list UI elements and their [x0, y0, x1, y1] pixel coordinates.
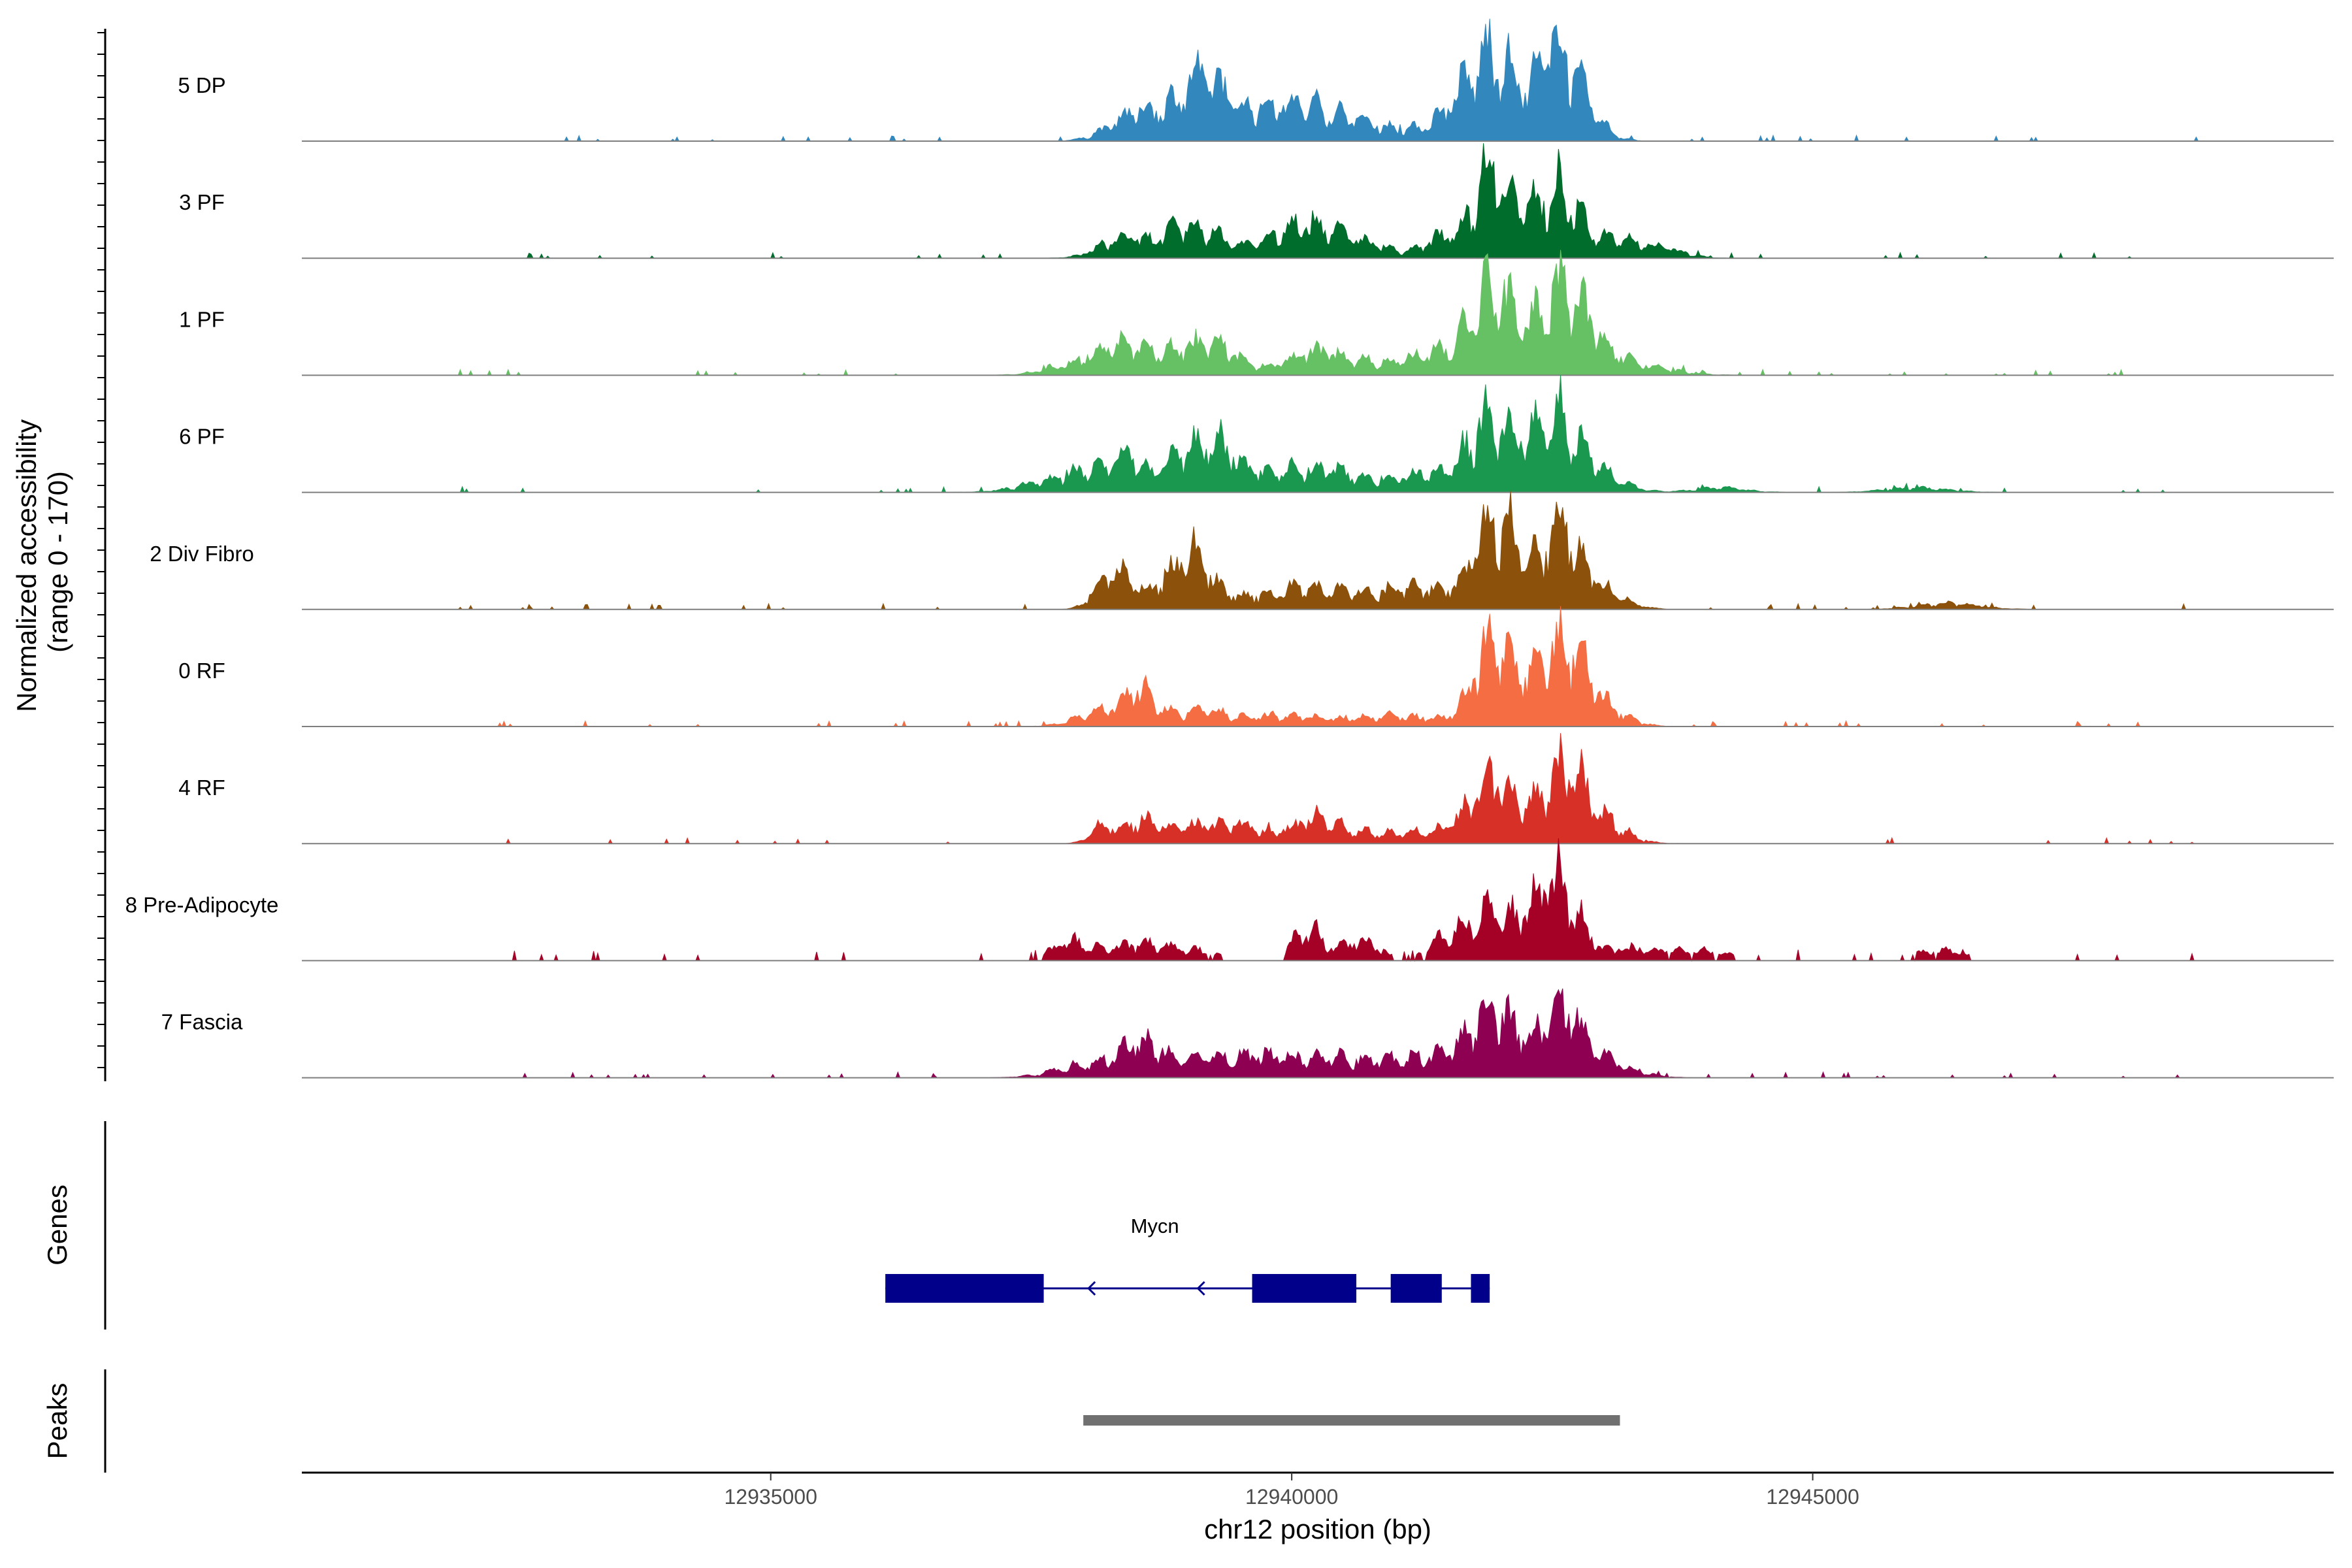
coverage-area [457, 250, 2198, 376]
genes-track: Mycn [885, 1215, 1490, 1303]
track-2-div-fibro: 2 Div Fibro [150, 491, 2334, 610]
coverage-area [458, 988, 2198, 1079]
coverage-area [458, 606, 2198, 728]
coverage-y-axis-title: Normalized accessibility (range 0 - 170) [11, 412, 73, 712]
coverage-area [458, 838, 2198, 962]
x-tick-label: 12935000 [725, 1485, 817, 1509]
gene-exon [1471, 1274, 1490, 1303]
x-tick-label: 12945000 [1766, 1485, 1859, 1509]
track-3-pf: 3 PF [179, 143, 2334, 259]
track-label: 1 PF [179, 307, 225, 331]
track-label: 3 PF [179, 190, 225, 214]
peaks-panel-title: Peaks [42, 1383, 73, 1460]
x-axis-ticks: 12935000 12940000 12945000 [725, 1473, 1859, 1509]
gene-exon [885, 1274, 1044, 1303]
genes-panel-title: Genes [42, 1184, 73, 1266]
gene-name-label: Mycn [1131, 1215, 1179, 1237]
coverage-area [458, 733, 2198, 845]
track-7-fascia: 7 Fascia [161, 988, 2334, 1079]
x-axis-title: chr12 position (bp) [1204, 1514, 1431, 1544]
track-1-pf: 1 PF [179, 250, 2334, 376]
track-label: 0 RF [178, 659, 225, 683]
track-label: 6 PF [179, 425, 225, 449]
coverage-area [458, 374, 2198, 493]
track-4-rf: 4 RF [178, 733, 2334, 845]
track-6-pf: 6 PF [179, 374, 2334, 493]
track-label: 2 Div Fibro [150, 542, 254, 566]
peak-bar [1083, 1415, 1620, 1426]
track-0-rf: 0 RF [178, 606, 2334, 728]
track-label: 5 DP [178, 73, 225, 97]
coverage-area [458, 18, 2199, 142]
gene-exon [1390, 1274, 1442, 1303]
gene-exon [1252, 1274, 1357, 1303]
coverage-tracks: 5 DP 3 PF 1 PF 6 PF 2 Div Fibro 0 RF 4 RF 8 Pre… [125, 18, 2334, 1079]
peaks-track [1083, 1415, 1620, 1426]
coverage-y-ticks [97, 32, 105, 1068]
track-label: 7 Fascia [161, 1010, 243, 1034]
track-label: 4 RF [178, 776, 225, 800]
strand-arrow [1087, 1281, 1096, 1296]
track-5-dp: 5 DP [178, 18, 2334, 142]
coverage-area [457, 491, 2198, 610]
strand-arrow [1196, 1281, 1205, 1296]
coverage-area [458, 143, 2198, 259]
track-label: 8 Pre-Adipocyte [125, 892, 279, 917]
x-tick-label: 12940000 [1245, 1485, 1338, 1509]
track-8-pre-adipocyte: 8 Pre-Adipocyte [125, 838, 2334, 962]
